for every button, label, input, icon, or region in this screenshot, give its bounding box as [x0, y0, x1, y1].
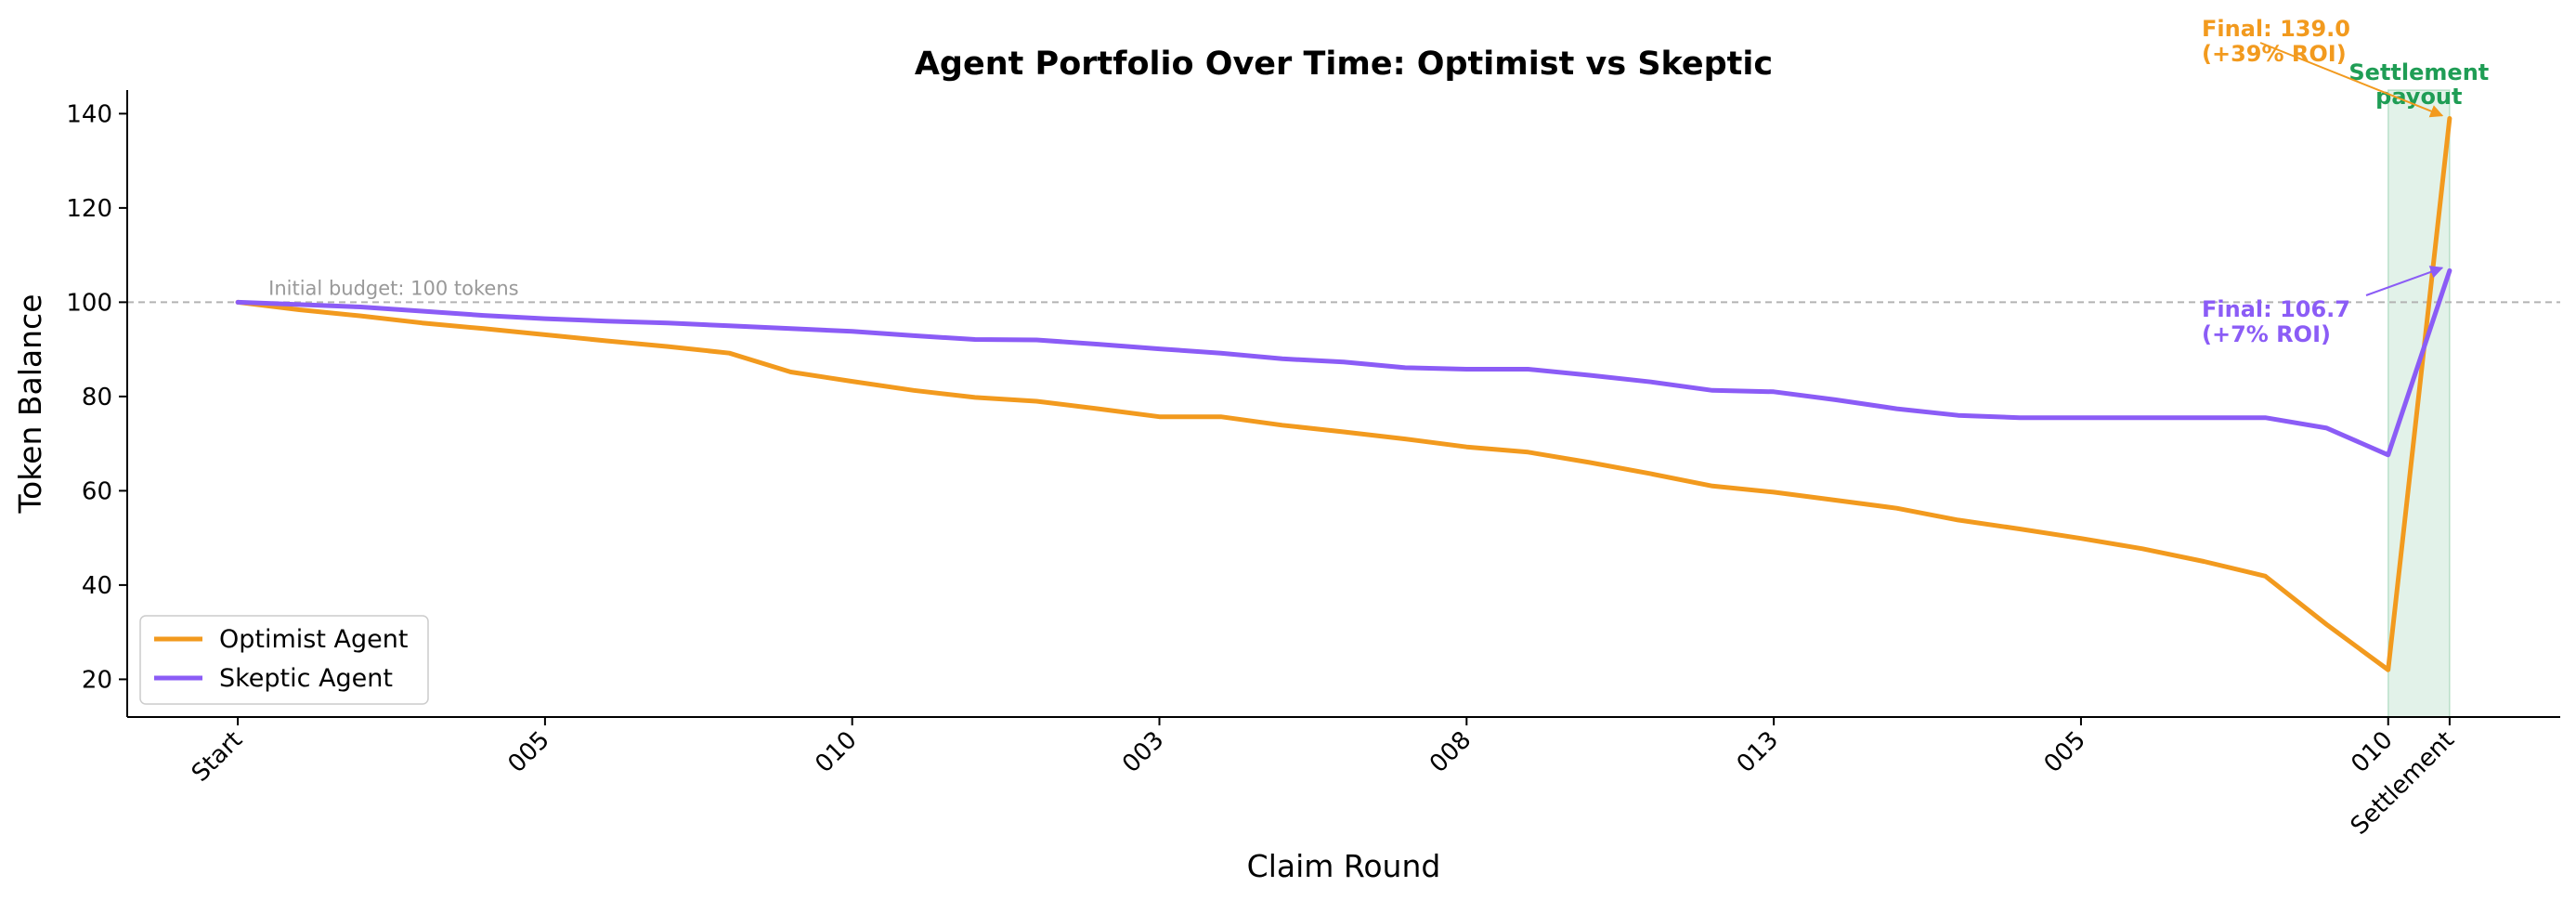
series-line-skeptic: [235, 267, 2452, 458]
x-tick-label: 010: [810, 726, 862, 778]
reference-line-layer: Initial budget: 100 tokens: [127, 277, 2560, 304]
legend: Optimist Agent Skeptic Agent: [139, 615, 429, 705]
series-layer: [235, 116, 2452, 672]
annotation-label-line1: Final: 139.0: [2202, 16, 2350, 42]
x-tick-label: 003: [1117, 726, 1169, 778]
y-tick-label: 100: [66, 289, 112, 317]
annotation-label-line2: (+39% ROI): [2202, 41, 2347, 67]
y-tick-label: 20: [82, 666, 112, 694]
y-tick-label: 80: [82, 384, 112, 411]
annotation-label-line2: (+7% ROI): [2202, 321, 2331, 347]
annotation-label-line1: Final: 106.7: [2202, 296, 2350, 322]
settlement-label-line1: Settlement: [2348, 59, 2489, 85]
axes-layer: 20 40 60 80 100 120 140 Start 005 010 003 008 013 005…: [66, 90, 2560, 841]
annotation-arrow: [2259, 42, 2444, 118]
x-axis-title: Claim Round: [1247, 848, 1441, 884]
x-tick-label: 005: [2039, 726, 2091, 778]
y-tick-label: 60: [82, 477, 112, 505]
x-tick-label: 005: [503, 726, 555, 778]
x-tick-label: 010: [2346, 726, 2398, 778]
legend-label-skeptic: Skeptic Agent: [219, 664, 393, 693]
legend-box: [139, 615, 429, 705]
chart-title: Agent Portfolio Over Time: Optimist vs S…: [915, 46, 1773, 83]
series-line-optimist: [235, 116, 2452, 672]
y-tick-label: 40: [82, 572, 112, 600]
y-tick-label: 120: [66, 195, 112, 223]
y-axis-title: Token Balance: [12, 294, 48, 515]
annotation-arrow: [2365, 266, 2444, 296]
y-tick-label: 140: [66, 100, 112, 128]
x-tick-label: Start: [187, 726, 248, 788]
x-tick-label: 013: [1732, 726, 1784, 778]
legend-label-optimist: Optimist Agent: [219, 625, 408, 654]
x-tick-label: 008: [1425, 726, 1477, 778]
reference-line-label: Initial budget: 100 tokens: [268, 277, 518, 299]
